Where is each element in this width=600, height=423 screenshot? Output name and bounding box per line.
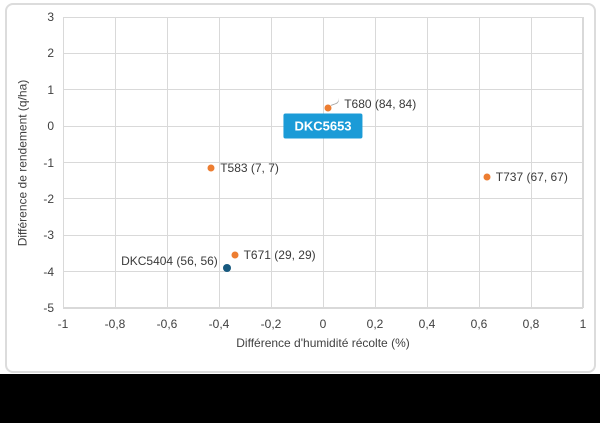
data-point-label: DKC5404 (56, 56) [121,253,218,268]
x-tick-label: -0,6 [156,317,178,331]
x-tick-label: -0,8 [104,317,126,331]
chart-card[interactable]: Différence d'humidité récolte (%) Différ… [5,3,596,373]
x-tick-label: 0,2 [366,317,384,331]
data-point-label: T583 (7, 7) [220,160,279,175]
y-gridline [63,52,583,54]
y-tick-label: 1 [47,82,54,97]
reference-label-box[interactable]: DKC5653 [283,113,363,139]
y-tick-label: -4 [43,264,54,279]
x-tick-label: 1 [579,317,587,331]
y-gridline [63,307,583,309]
x-axis-title: Différence d'humidité récolte (%) [236,336,410,350]
data-point[interactable] [222,263,231,272]
x-tick-label: 0,8 [522,317,540,331]
x-tick-label: -0,2 [260,317,282,331]
y-gridline [63,16,583,18]
x-tick-label: -0,4 [208,317,230,331]
y-tick-label: -3 [43,228,54,243]
y-tick-label: 2 [47,46,54,61]
data-point[interactable] [324,104,332,112]
y-tick-label: 3 [47,10,54,24]
y-gridline [63,271,583,273]
x-tick-label: -1 [57,317,69,331]
data-point-label: T737 (67, 67) [495,170,568,185]
x-tick-label: 0,4 [418,317,436,331]
y-gridline [63,234,583,236]
x-tick-label: 0 [319,317,327,331]
y-gridline [63,89,583,91]
bottom-black-bar [0,374,600,423]
y-gridline [63,198,583,200]
x-tick-label: 0,6 [470,317,488,331]
data-point[interactable] [231,251,239,259]
y-tick-label: -2 [43,191,54,206]
y-tick-label: 0 [47,119,54,134]
y-gridline [63,162,583,163]
data-point-label: T680 (84, 84) [344,96,417,111]
y-tick-label: -1 [43,155,54,170]
data-point[interactable] [483,173,491,181]
data-point[interactable] [207,164,215,172]
y-tick-label: -5 [43,301,54,315]
data-point-label: T671 (29, 29) [243,248,316,263]
x-gridline [582,17,584,308]
